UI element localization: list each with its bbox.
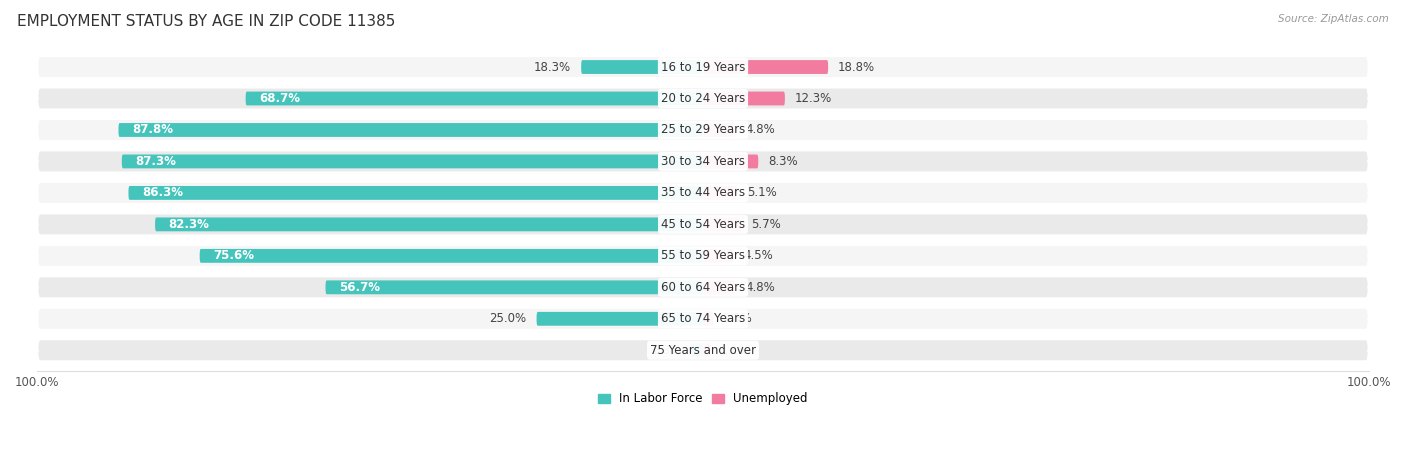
FancyBboxPatch shape	[326, 281, 703, 294]
Text: 25 to 29 Years: 25 to 29 Years	[661, 124, 745, 137]
Text: 5.1%: 5.1%	[747, 186, 776, 199]
Text: EMPLOYMENT STATUS BY AGE IN ZIP CODE 11385: EMPLOYMENT STATUS BY AGE IN ZIP CODE 113…	[17, 14, 395, 28]
Text: 87.8%: 87.8%	[132, 124, 173, 137]
Text: 18.3%: 18.3%	[534, 60, 571, 74]
Text: 68.7%: 68.7%	[259, 92, 299, 105]
FancyBboxPatch shape	[118, 123, 703, 137]
FancyBboxPatch shape	[703, 312, 713, 326]
FancyBboxPatch shape	[37, 87, 1369, 110]
FancyBboxPatch shape	[703, 92, 785, 106]
FancyBboxPatch shape	[703, 281, 735, 294]
FancyBboxPatch shape	[703, 155, 758, 168]
Text: 60 to 64 Years: 60 to 64 Years	[661, 281, 745, 294]
Text: 18.8%: 18.8%	[838, 60, 876, 74]
Legend: In Labor Force, Unemployed: In Labor Force, Unemployed	[593, 388, 813, 410]
FancyBboxPatch shape	[155, 217, 703, 231]
FancyBboxPatch shape	[690, 343, 703, 357]
Text: 4.5%: 4.5%	[742, 249, 773, 262]
Text: 25.0%: 25.0%	[489, 312, 527, 325]
FancyBboxPatch shape	[128, 186, 703, 200]
FancyBboxPatch shape	[246, 92, 703, 106]
FancyBboxPatch shape	[703, 249, 733, 263]
FancyBboxPatch shape	[37, 308, 1369, 330]
Text: 8.3%: 8.3%	[768, 155, 797, 168]
Text: Source: ZipAtlas.com: Source: ZipAtlas.com	[1278, 14, 1389, 23]
Text: 4.8%: 4.8%	[745, 124, 775, 137]
FancyBboxPatch shape	[703, 186, 737, 200]
FancyBboxPatch shape	[581, 60, 703, 74]
Text: 45 to 54 Years: 45 to 54 Years	[661, 218, 745, 231]
FancyBboxPatch shape	[200, 249, 703, 263]
FancyBboxPatch shape	[537, 312, 703, 326]
FancyBboxPatch shape	[37, 339, 1369, 361]
Text: 20 to 24 Years: 20 to 24 Years	[661, 92, 745, 105]
FancyBboxPatch shape	[122, 155, 703, 168]
Text: 1.5%: 1.5%	[723, 312, 752, 325]
FancyBboxPatch shape	[703, 217, 741, 231]
Text: 86.3%: 86.3%	[142, 186, 183, 199]
Text: 35 to 44 Years: 35 to 44 Years	[661, 186, 745, 199]
FancyBboxPatch shape	[703, 343, 710, 357]
Text: 82.3%: 82.3%	[169, 218, 209, 231]
Text: 5.7%: 5.7%	[751, 218, 780, 231]
Text: 4.8%: 4.8%	[745, 281, 775, 294]
FancyBboxPatch shape	[37, 151, 1369, 172]
FancyBboxPatch shape	[37, 56, 1369, 78]
FancyBboxPatch shape	[703, 123, 735, 137]
FancyBboxPatch shape	[37, 213, 1369, 235]
Text: 65 to 74 Years: 65 to 74 Years	[661, 312, 745, 325]
FancyBboxPatch shape	[37, 182, 1369, 204]
Text: 87.3%: 87.3%	[135, 155, 176, 168]
FancyBboxPatch shape	[37, 276, 1369, 299]
Text: 56.7%: 56.7%	[339, 281, 380, 294]
FancyBboxPatch shape	[37, 119, 1369, 141]
Text: 12.3%: 12.3%	[794, 92, 832, 105]
Text: 1.8%: 1.8%	[651, 344, 681, 357]
Text: 30 to 34 Years: 30 to 34 Years	[661, 155, 745, 168]
Text: 1.1%: 1.1%	[720, 344, 751, 357]
FancyBboxPatch shape	[703, 60, 828, 74]
Text: 75 Years and over: 75 Years and over	[650, 344, 756, 357]
Text: 55 to 59 Years: 55 to 59 Years	[661, 249, 745, 262]
Text: 16 to 19 Years: 16 to 19 Years	[661, 60, 745, 74]
FancyBboxPatch shape	[37, 245, 1369, 267]
Text: 75.6%: 75.6%	[212, 249, 254, 262]
